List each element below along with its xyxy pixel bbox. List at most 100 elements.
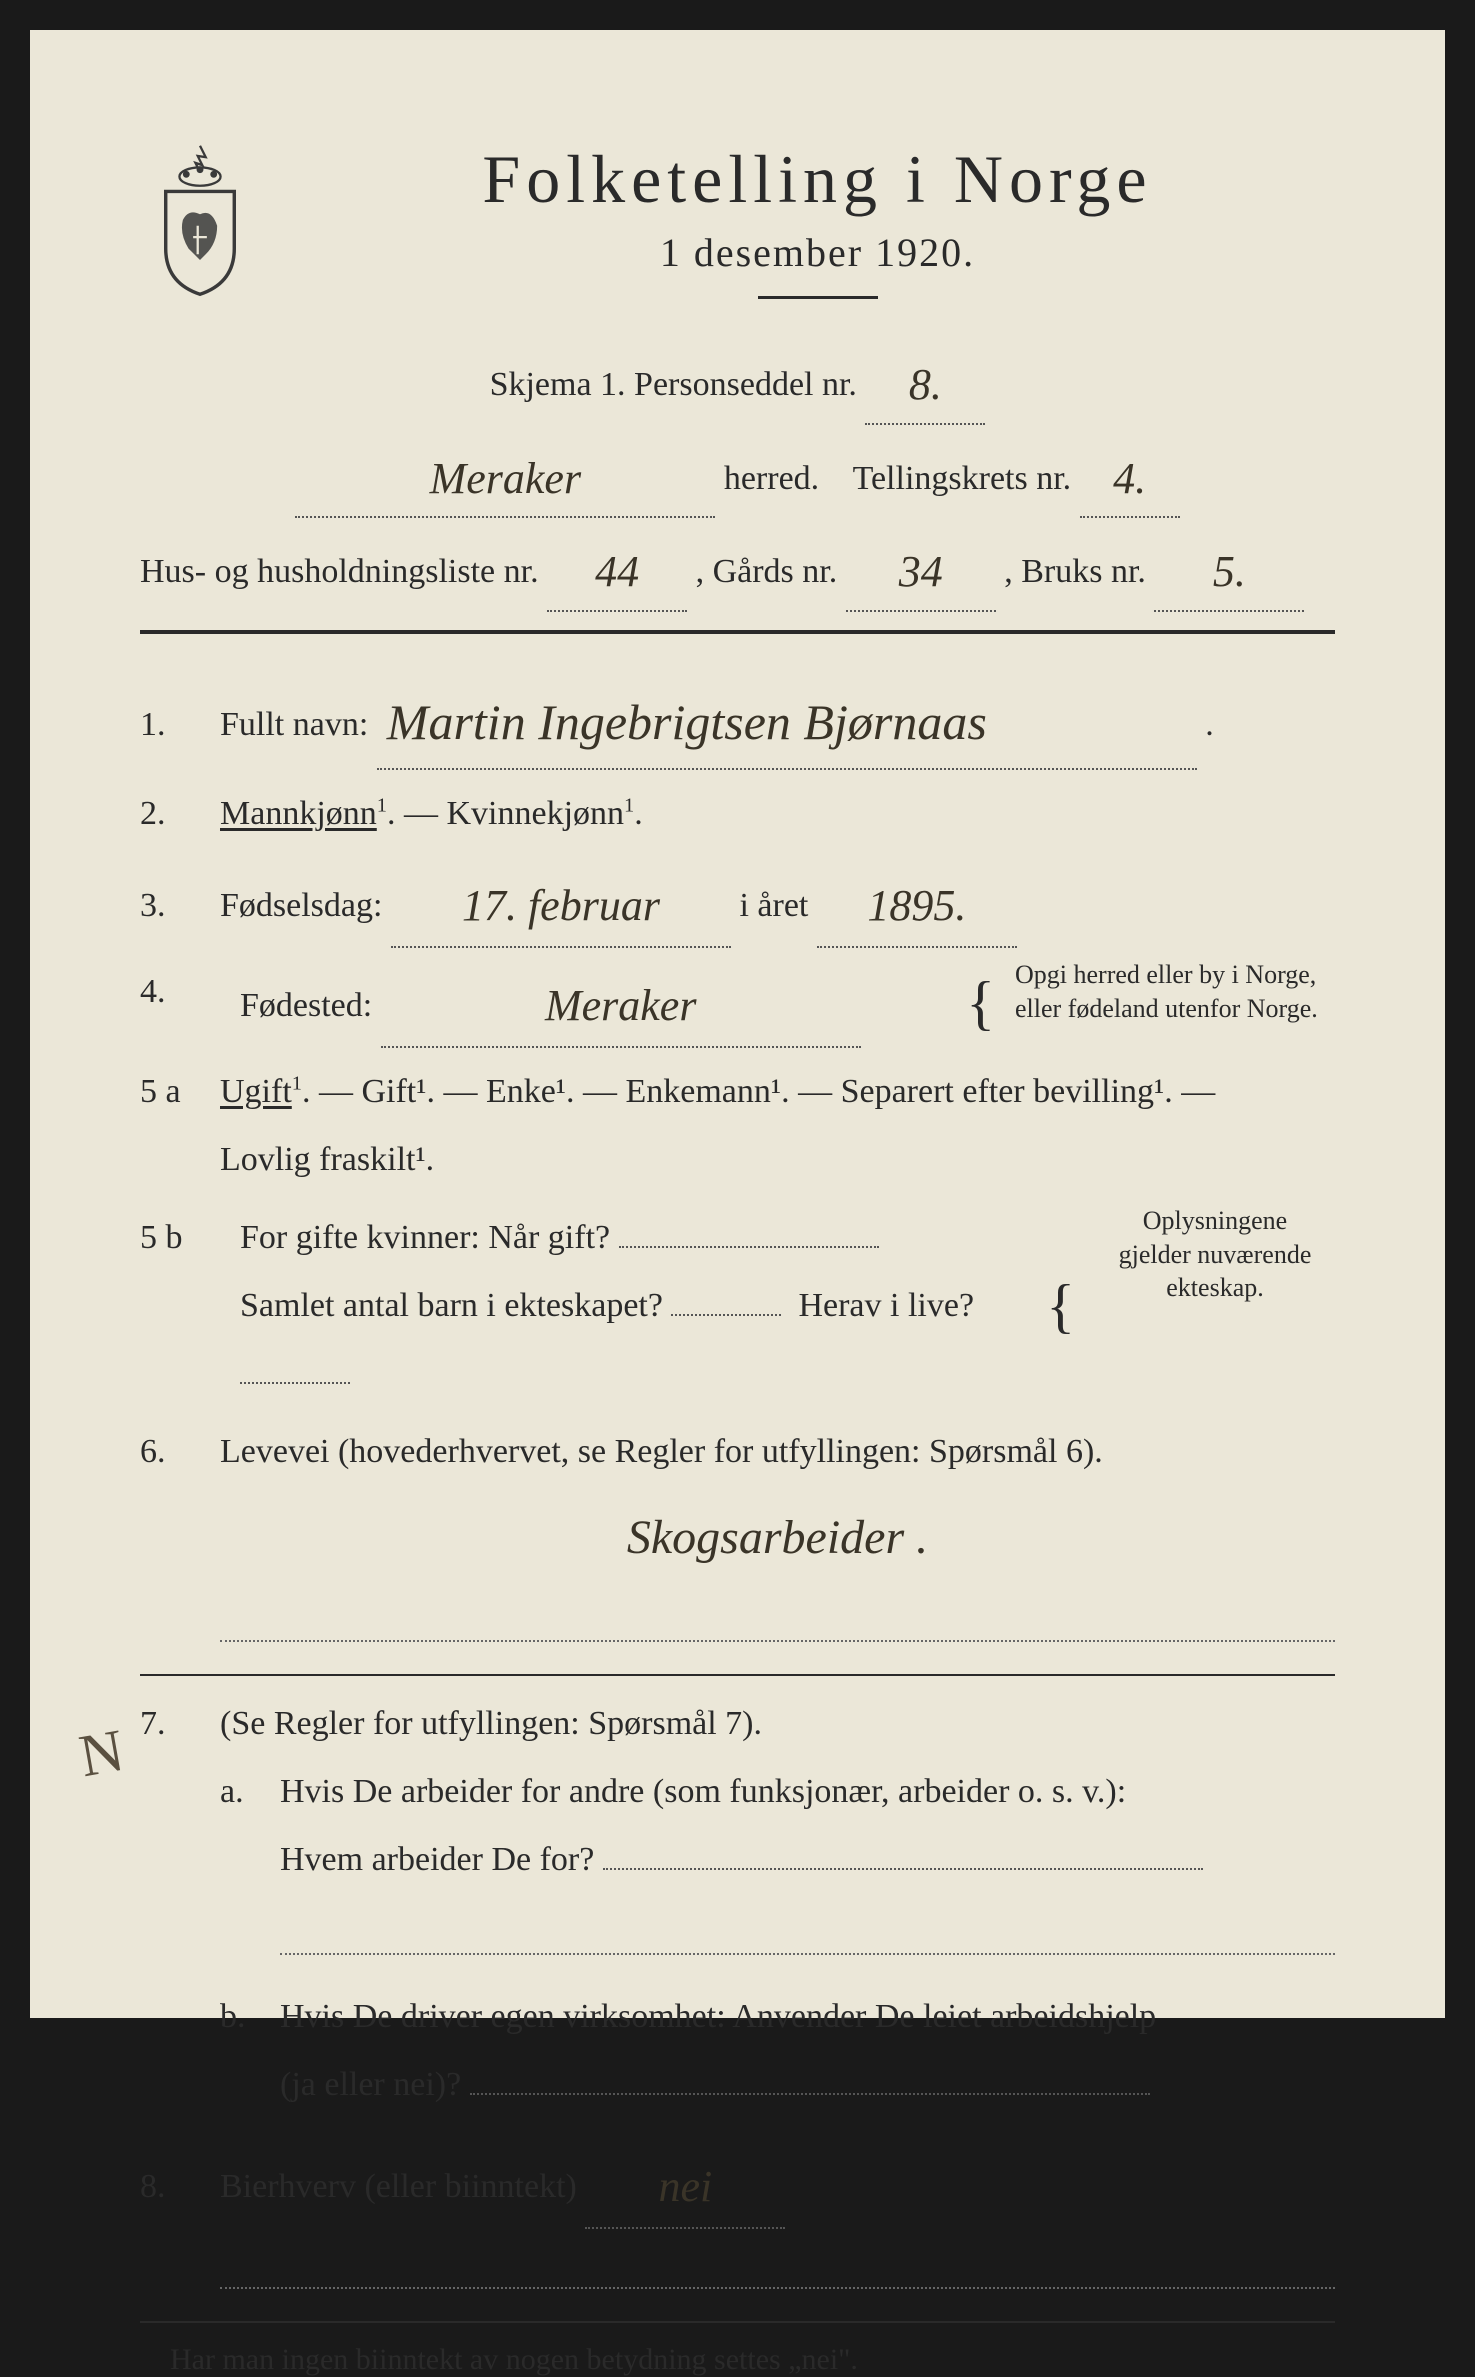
q3-label: Fødselsdag:: [220, 887, 382, 924]
q5a-line2: Lovlig fraskilt¹.: [220, 1126, 1335, 1194]
q5b-live-blank: [240, 1382, 350, 1384]
q6-line: [220, 1588, 1335, 1642]
title-block: Folketelling i Norge 1 desember 1920.: [300, 140, 1335, 329]
q6-num: 6.: [140, 1418, 220, 1486]
q4-body: Fødested: Meraker: [240, 958, 946, 1048]
gards-nr: 34: [846, 526, 996, 612]
q4-label: Fødested:: [240, 987, 372, 1024]
q7a-line: [280, 1900, 1335, 1954]
q2-body: Mannkjønn1. — Kvinnekjønn1.: [220, 780, 1335, 848]
meta-block: Skjema 1. Personseddel nr. 8. Meraker he…: [140, 339, 1335, 612]
q5b-barn-blank: [671, 1314, 781, 1316]
q5a-ugift: Ugift: [220, 1073, 292, 1110]
q2-suffix: .: [634, 795, 643, 832]
q7b-blank: [470, 2093, 1150, 2095]
q3-num: 3.: [140, 872, 220, 940]
q6-label: Levevei (hovederhvervet, se Regler for u…: [220, 1418, 1335, 1486]
bruks-nr: 5.: [1154, 526, 1304, 612]
q8: 8. Bierhverv (eller biinntekt) nei: [140, 2139, 1335, 2307]
q4-num: 4.: [140, 958, 220, 1026]
q5a-body: Ugift1. — Gift¹. — Enke¹. — Enkemann¹. —…: [220, 1058, 1335, 1194]
husliste-label: Hus- og husholdningsliste nr.: [140, 553, 539, 590]
q8-body: Bierhverv (eller biinntekt) nei: [220, 2139, 1335, 2307]
q7a-text2: Hvem arbeider De for?: [280, 1841, 594, 1878]
q7-body: (Se Regler for utfyllingen: Spørsmål 7).…: [220, 1690, 1335, 2128]
q4-value: Meraker: [381, 958, 861, 1048]
q3-year-label: i året: [739, 887, 808, 924]
q7a-blank: [603, 1868, 1203, 1870]
tellingskrets-label: Tellingskrets nr.: [853, 460, 1072, 497]
brace-icon: {: [966, 973, 995, 1033]
subtitle: 1 desember 1920.: [300, 229, 1335, 276]
coat-of-arms-icon: [140, 140, 260, 300]
q8-num: 8.: [140, 2153, 220, 2221]
bruks-label: , Bruks nr.: [1004, 553, 1146, 590]
q7b-num: b.: [220, 1983, 280, 2051]
husliste-line: Hus- og husholdningsliste nr. 44 , Gårds…: [140, 526, 1335, 612]
tellingskrets-nr: 4.: [1080, 433, 1180, 519]
q2-kvinne: Kvinnekjønn: [446, 795, 624, 832]
q5b-side3: ekteskap.: [1095, 1271, 1335, 1305]
q3-body: Fødselsdag: 17. februar i året 1895.: [220, 858, 1335, 948]
q5a-rest: . — Gift¹. — Enke¹. — Enkemann¹. — Separ…: [302, 1073, 1215, 1110]
main-title: Folketelling i Norge: [300, 140, 1335, 219]
q2: 2. Mannkjønn1. — Kvinnekjønn1.: [140, 780, 1335, 848]
herred-label: herred.: [724, 460, 819, 497]
q3-day: 17. februar: [391, 858, 731, 948]
q7b-text2: (ja eller nei)?: [280, 2066, 461, 2103]
q4-side2: eller fødeland utenfor Norge.: [1015, 992, 1335, 1026]
q5b-label2: Samlet antal barn i ekteskapet?: [240, 1287, 663, 1324]
header: Folketelling i Norge 1 desember 1920.: [140, 140, 1335, 329]
q7a: a. Hvis De arbeider for andre (som funks…: [220, 1758, 1335, 1972]
q2-mann: Mannkjønn: [220, 795, 377, 832]
q6-value: Skogsarbeider .: [627, 1511, 928, 1564]
q4-side: Opgi herred eller by i Norge, eller føde…: [1015, 958, 1335, 1026]
census-form-page: Folketelling i Norge 1 desember 1920. Sk…: [30, 30, 1445, 2018]
q8-line: [220, 2235, 1335, 2289]
skjema-line: Skjema 1. Personseddel nr. 8.: [140, 339, 1335, 425]
footer-note: Har man ingen biinntekt av nogen betydni…: [140, 2343, 1335, 2377]
q7a-text1: Hvis De arbeider for andre (som funksjon…: [280, 1758, 1335, 1826]
q7-label: (Se Regler for utfyllingen: Spørsmål 7).: [220, 1690, 1335, 1758]
skjema-label: Skjema 1. Personseddel nr.: [490, 366, 857, 403]
q7a-body: Hvis De arbeider for andre (som funksjon…: [280, 1758, 1335, 1972]
q7b-body: Hvis De driver egen virksomhet: Anvender…: [280, 1983, 1335, 2119]
q1-num: 1.: [140, 691, 220, 759]
q5a: 5 a Ugift1. — Gift¹. — Enke¹. — Enkemann…: [140, 1058, 1335, 1194]
q2-num: 2.: [140, 780, 220, 848]
q3-year: 1895.: [817, 858, 1017, 948]
title-rule: [758, 296, 878, 299]
q5b-label3: Herav i live?: [798, 1287, 974, 1324]
divider-top: [140, 630, 1335, 634]
questions: 1. Fullt navn: Martin Ingebrigtsen Bjørn…: [140, 668, 1335, 2307]
q1-value: Martin Ingebrigtsen Bjørnaas: [377, 668, 1197, 770]
q1-body: Fullt navn: Martin Ingebrigtsen Bjørnaas…: [220, 668, 1335, 770]
q5a-num: 5 a: [140, 1058, 220, 1126]
q5b-num: 5 b: [140, 1204, 220, 1272]
divider-bottom: [140, 2321, 1335, 2323]
q7b: b. Hvis De driver egen virksomhet: Anven…: [220, 1983, 1335, 2119]
herred-value: Meraker: [295, 433, 715, 519]
q7: 7. (Se Regler for utfyllingen: Spørsmål …: [140, 1690, 1335, 2128]
q2-sep: . —: [387, 795, 447, 832]
divider-mid: [140, 1674, 1335, 1676]
q8-value: nei: [585, 2139, 785, 2229]
q1: 1. Fullt navn: Martin Ingebrigtsen Bjørn…: [140, 668, 1335, 770]
q1-label: Fullt navn:: [220, 706, 368, 743]
gards-label: , Gårds nr.: [696, 553, 838, 590]
husliste-nr: 44: [547, 526, 687, 612]
q6: 6. Levevei (hovederhvervet, se Regler fo…: [140, 1418, 1335, 1660]
q5b-side1: Oplysningene: [1095, 1204, 1335, 1238]
personseddel-nr: 8.: [865, 339, 985, 425]
margin-mark: N: [74, 1716, 129, 1791]
q5b-gift-blank: [619, 1246, 879, 1248]
q6-body: Levevei (hovederhvervet, se Regler for u…: [220, 1418, 1335, 1660]
q4-side1: Opgi herred eller by i Norge,: [1015, 958, 1335, 992]
q5b-label1: For gifte kvinner: Når gift?: [240, 1219, 610, 1256]
q5b-side: Oplysningene gjelder nuværende ekteskap.: [1095, 1204, 1335, 1305]
q4: 4. Fødested: Meraker { Opgi herred eller…: [140, 958, 1335, 1048]
q7-num: 7.: [140, 1690, 220, 1758]
q5b-body: For gifte kvinner: Når gift? Samlet anta…: [240, 1204, 1026, 1408]
q5b-side2: gjelder nuværende: [1095, 1238, 1335, 1272]
herred-line: Meraker herred. Tellingskrets nr. 4.: [140, 433, 1335, 519]
